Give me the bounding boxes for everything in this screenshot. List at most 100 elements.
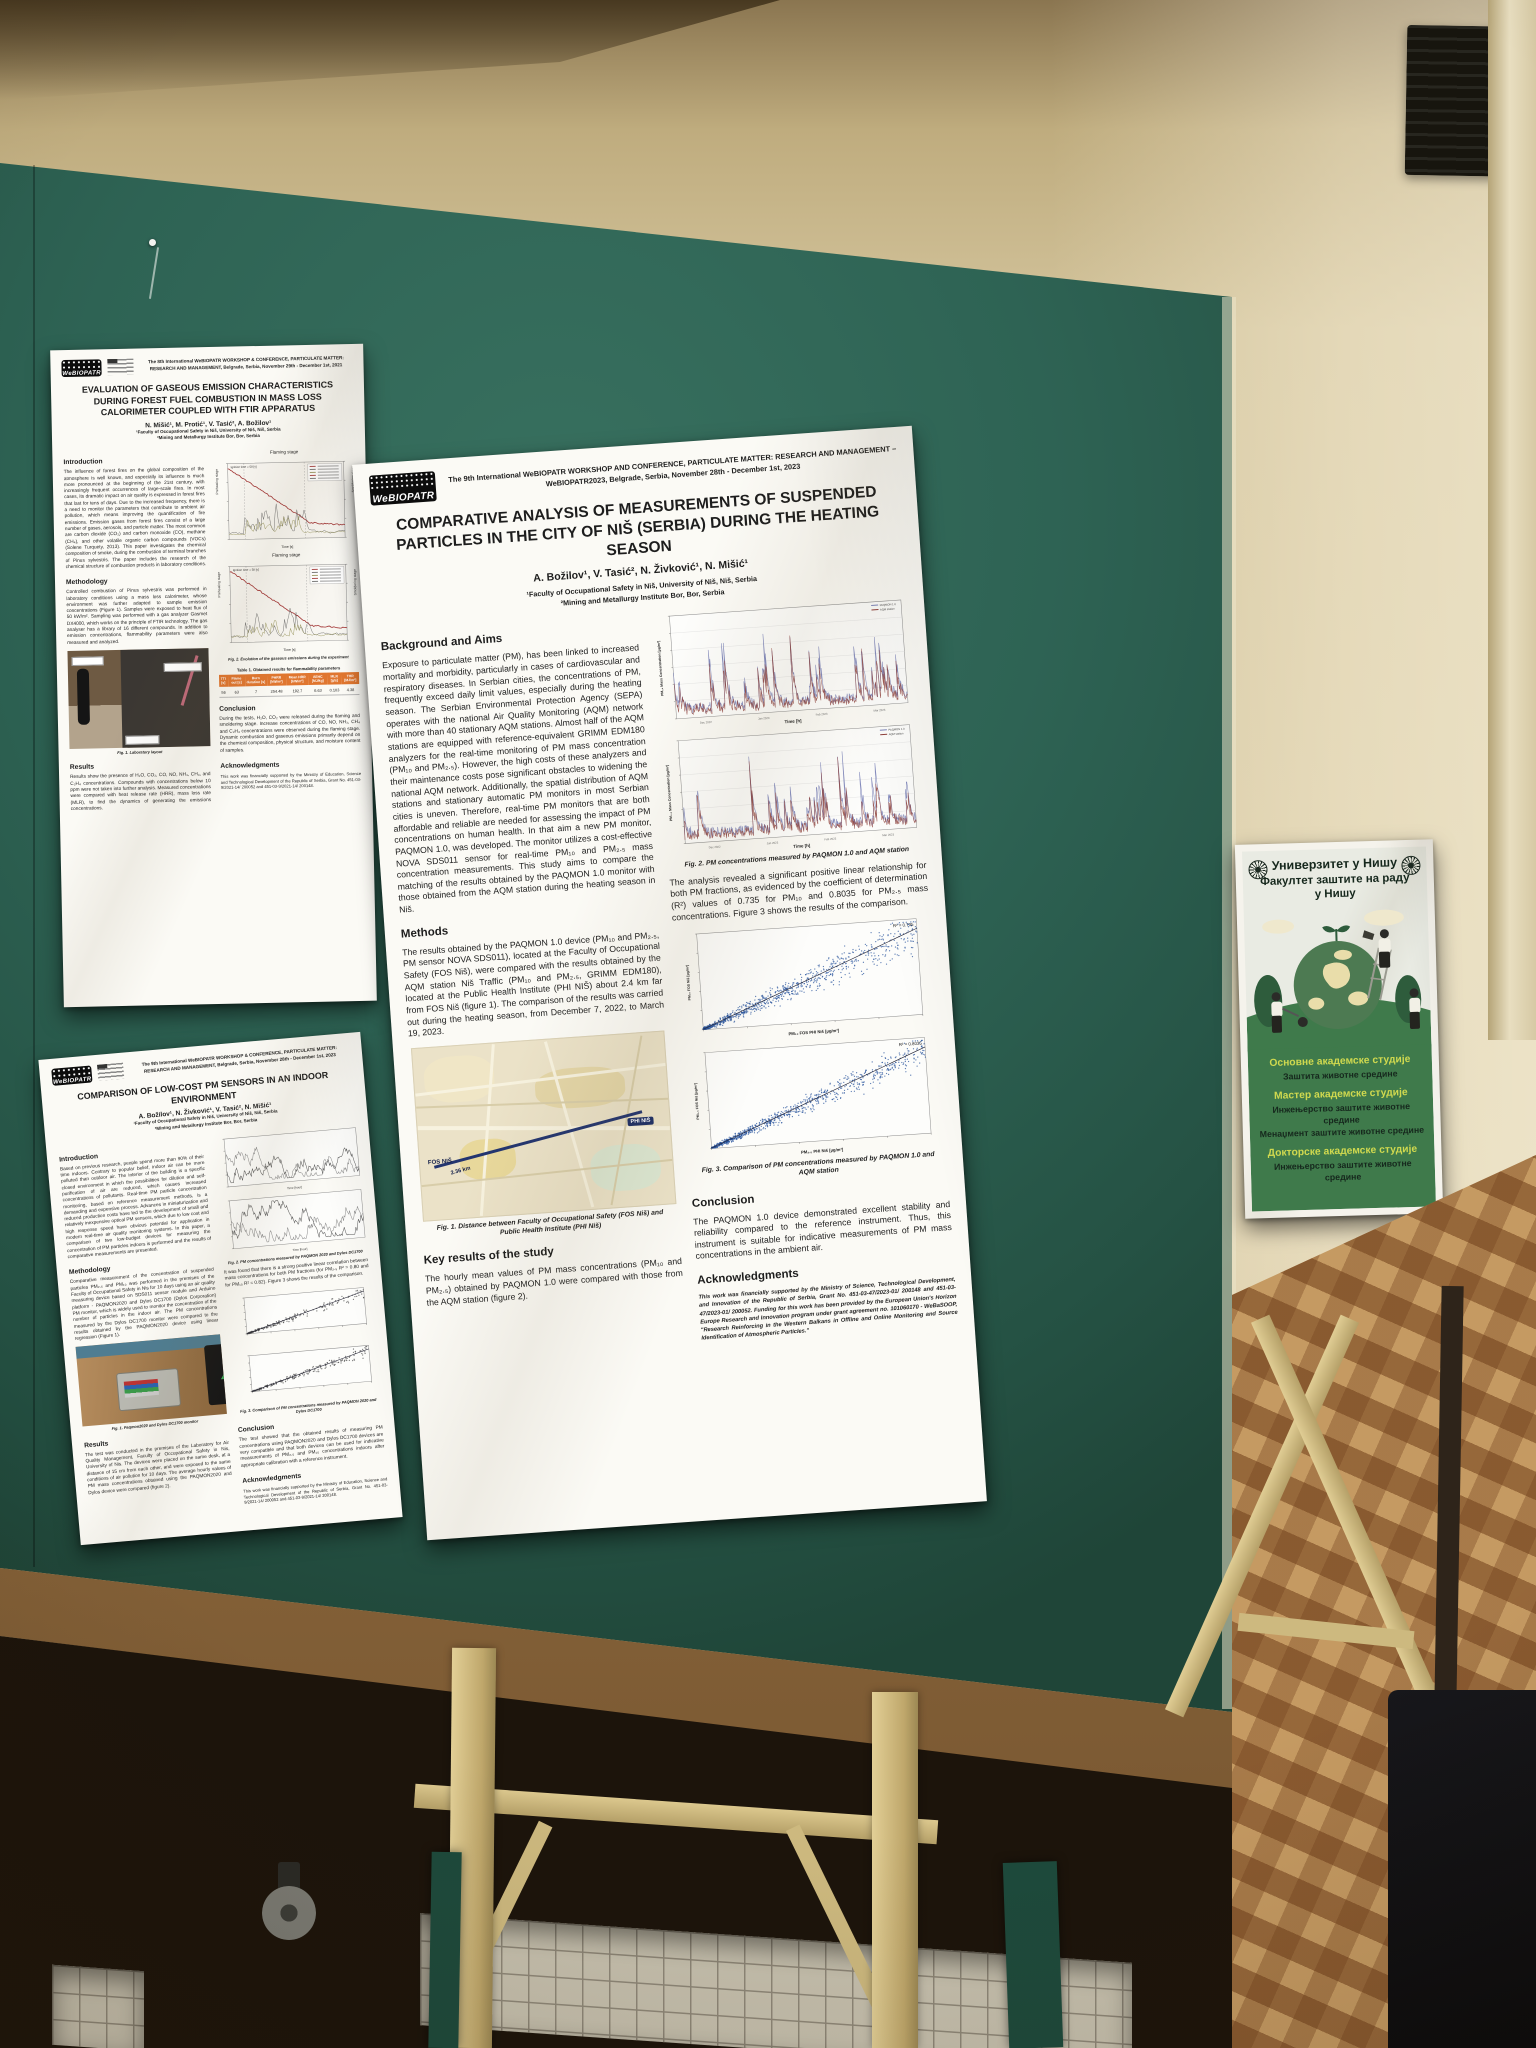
svg-text:Feb 2023: Feb 2023 (825, 837, 838, 842)
caster-wheel (262, 1886, 316, 1940)
chart-right-axis-label: Smoldering stage (352, 569, 358, 596)
svg-text:Jan 2023: Jan 2023 (758, 716, 770, 721)
figure-caption: Fig. 2. Evolution of the gaseous emissio… (228, 654, 349, 662)
svg-text:Time [s]: Time [s] (281, 545, 293, 549)
dark-chair (1388, 1690, 1536, 2048)
wall-pillar (1488, 0, 1536, 1040)
devices-photo (75, 1334, 227, 1428)
figure-caption: Fig. 1. Laboratory layout (117, 749, 163, 756)
svg-text:Dec 2022: Dec 2022 (700, 720, 713, 725)
webiopatr-logo: WeBIOPATR (368, 471, 437, 506)
pm10-timeseries-chart: Dec 2022 Jan 2023 Feb 2023 Mar 2023 Time [h]… (657, 600, 909, 725)
section-text: Controlled combustion of Pinus sylvestri… (66, 587, 208, 646)
table-header-cell: AEHC [MJ/kg] (308, 672, 328, 686)
table-value-cell: 56 (218, 686, 229, 698)
svg-text:R² = 0.735: R² = 0.735 (893, 922, 914, 928)
svg-text:Dec 2022: Dec 2022 (709, 845, 722, 850)
logo-text: WeBIOPATR (372, 490, 435, 506)
poster-column-right: Time [hour] Time [hour] Fig. 2. PM conce… (212, 1122, 388, 1506)
svg-text:AQM station: AQM station (880, 607, 896, 612)
section-text: Exposure to particulate matter (PM), has… (381, 642, 656, 915)
flyer-header: Универзитет у Нишу Факултет заштите на р… (1242, 847, 1427, 906)
pm25-timeseries-chart: Dec 2022 Jan 2023 Feb 2023 Mar 2023 Time [h]… (666, 724, 918, 850)
svg-text:Mar 2023: Mar 2023 (882, 833, 895, 838)
board-stand-post (428, 1851, 462, 2048)
label-chip (71, 656, 104, 667)
svg-text:Time [h]: Time [h] (793, 843, 811, 849)
laboratory-photo (67, 648, 210, 750)
flyer-programs: Основне академске студије Заштита животн… (1247, 1044, 1436, 1212)
push-pin (149, 239, 156, 246)
program-item: Заштита животне средине (1282, 1068, 1398, 1082)
table-leg (872, 1692, 918, 2048)
board-seam (33, 165, 35, 1567)
poster-column-left: Introduction The influence of forest fir… (63, 448, 211, 817)
faculty-name: Факултет заштите на раду у Нишу (1259, 871, 1410, 901)
logo-dots-pattern (368, 471, 436, 492)
device-label-stripes (123, 1379, 160, 1399)
svg-text:Time [s]: Time [s] (283, 648, 295, 652)
map-area-patch (422, 1053, 496, 1105)
pm-timeseries-chart: Time [hour] (221, 1127, 360, 1190)
acknowledgments-text: This work was financially supported by t… (220, 770, 362, 791)
section-text: The PAQMON 1.0 device demonstrated excel… (692, 1198, 953, 1262)
flyer-content: Универзитет у Нишу Факултет заштите на р… (1242, 846, 1436, 1212)
table-value-cell: 192.7 (286, 685, 309, 696)
section-heading: Introduction (63, 458, 103, 467)
svg-text:Time [hour]: Time [hour] (292, 1246, 308, 1251)
svg-text:PM₁₀ Mass Concentration [µg/m³: PM₁₀ Mass Concentration [µg/m³] (657, 641, 665, 697)
webiopatr-logo: WeBIOPATR (51, 1065, 93, 1086)
table-header-cell: THR [MJ/m²] (341, 671, 360, 685)
section-heading: Results (69, 763, 95, 772)
figure-2a: Flaming stage Preheating stage Smolderin… (214, 448, 357, 551)
table-header-cell: TTI [s] (218, 674, 229, 687)
section-text: The test was conducted in the premises o… (84, 1440, 232, 1496)
program-item: Инжењерство заштите животне средине (1273, 1157, 1412, 1183)
section-text: During the tests, H₂O, CO₂ were released… (219, 713, 361, 754)
dylos-dc1700-device (203, 1342, 227, 1406)
svg-text:Ignition time = 58 [s]: Ignition time = 58 [s] (232, 568, 258, 573)
table-header-cell: PHRR [kW/m²] (266, 672, 287, 686)
poster-forest-fuel-emissions: WeBIOPATR The 8th International WeBIOPAT… (50, 343, 377, 1008)
svg-text:R² = 0.8035: R² = 0.8035 (899, 1041, 923, 1048)
table-value-cell: 6.63 (308, 684, 328, 696)
gaseous-emissions-chart: Ignition time = 58 [s] Time [s] (227, 564, 349, 652)
section-text: The influence of forest fires on the glo… (63, 467, 207, 570)
poster-column-left: Background and Aims Exposure to particul… (380, 612, 688, 1368)
chart-left-axis-label: Preheating stage (216, 572, 221, 598)
logo-text: WeBIOPATR (62, 370, 102, 378)
map-label-fos: FOS NIŠ (427, 1158, 453, 1167)
gaseous-emissions-chart: Ignition time = 58 [s] Time [s] (225, 461, 347, 549)
section-text: The results obtained by the PAQMON 1.0 d… (401, 929, 665, 1039)
svg-text:Ignition time = 58 [s]: Ignition time = 58 [s] (230, 465, 256, 470)
gas-cylinder (76, 668, 91, 725)
conference-line: The 8th International WeBIOPATR WORKSHOP… (147, 355, 344, 372)
flammability-parameters-table: TTI [s] Flame out [s] Burn duration [s] … (218, 671, 360, 698)
poster-comparative-analysis: WeBIOPATR The 9th International WeBIOPAT… (352, 425, 987, 1541)
svg-text:PM₂.₅ FOS Niš [µg/m³]: PM₂.₅ FOS Niš [µg/m³] (694, 1083, 701, 1120)
table-value-cell: 4.38 (341, 683, 360, 695)
poster-column-right: Flaming stage Preheating stage Smolderin… (214, 445, 362, 814)
svg-text:AQM station: AQM station (889, 732, 905, 737)
section-heading: Conclusion (219, 705, 256, 713)
section-text: Results show the presence of H₂O, CO₂, C… (70, 772, 212, 812)
paqmon2020-device (116, 1368, 182, 1412)
svg-text:PM₂.₅ Mass Concentration [µg/m: PM₂.₅ Mass Concentration [µg/m³] (666, 765, 674, 822)
svg-text:Time [h]: Time [h] (785, 718, 803, 724)
label-chip (125, 735, 160, 745)
logo-dots-pattern (61, 359, 102, 369)
section-heading: Methodology (65, 578, 108, 587)
fig1-city-map: FOS NIŠ PHI NIŠ 2.36 km (410, 1030, 676, 1222)
chart-left-axis-label: Preheating stage (214, 469, 219, 495)
table-header-cell: Mean HRR [kW/m²] (285, 672, 309, 686)
pm25-scatter-chart: R² = 0.8035 PM₂.₅ PHI Niš [µg/m³] PM₂.₅ FO… (694, 1037, 932, 1155)
table-value-cell: 0.103 (327, 684, 342, 696)
svg-text:Feb 2023: Feb 2023 (816, 712, 829, 717)
poster-lowcost-pm-sensors: WeBIOPATR The 9th International WeBIOPAT… (38, 1031, 403, 1546)
section-heading: Acknowledgments (220, 761, 280, 770)
earth-care-illustration (1246, 910, 1432, 1052)
svg-text:PAQMON 1.0: PAQMON 1.0 (880, 602, 897, 607)
partner-logos (107, 358, 134, 376)
section-text: Comparative measurement of the concentra… (69, 1267, 219, 1343)
